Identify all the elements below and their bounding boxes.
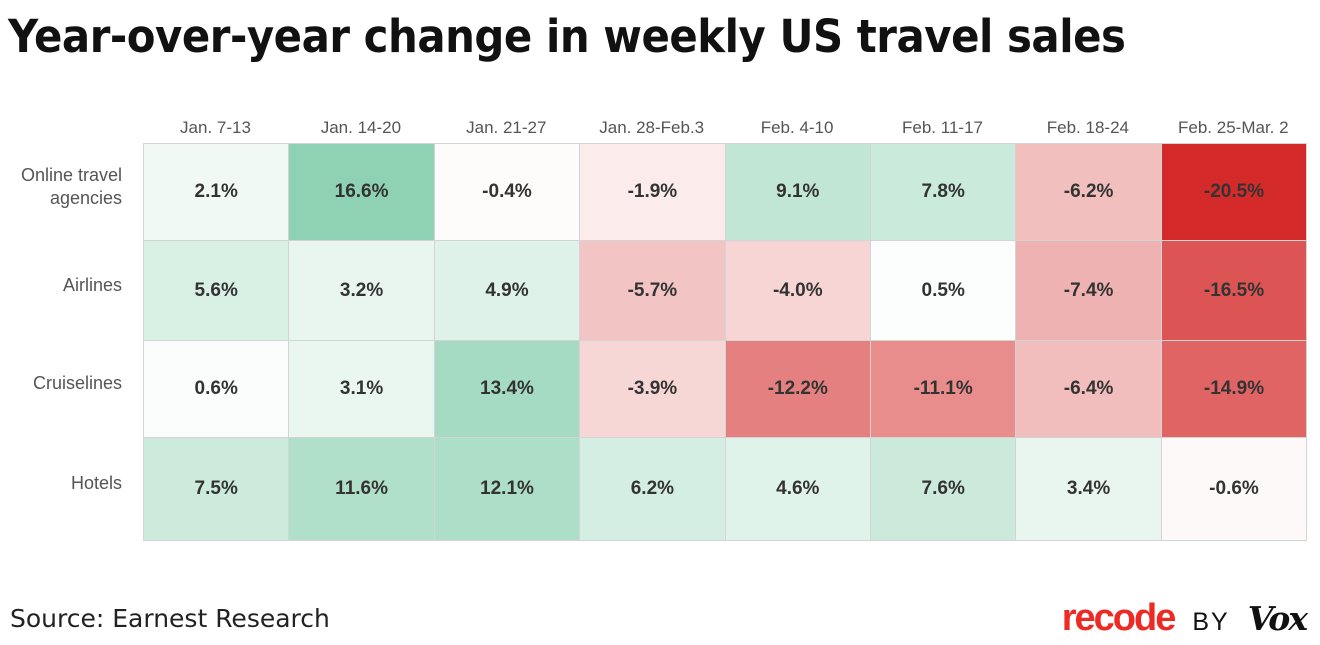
column-label: Feb. 18-24 (1046, 118, 1129, 137)
row-label-line: Online travel (20, 164, 122, 185)
heatmap-cell: 4.6% (724, 437, 871, 541)
row-label: Hotels (0, 472, 122, 495)
heatmap-cell: -6.4% (1015, 340, 1162, 438)
row-label-line: Airlines (62, 274, 122, 295)
heatmap-cell: 2.1% (143, 143, 290, 241)
heatmap-cell: -0.4% (433, 143, 581, 241)
column-label: Jan. 21-27 (466, 118, 547, 137)
heatmap-cell: 9.1% (724, 143, 871, 241)
heatmap-cell: 6.2% (579, 437, 726, 541)
heatmap-cell: -20.5% (1160, 143, 1308, 241)
heatmap-cell: 5.6% (143, 240, 290, 341)
heatmap-cell: 16.6% (288, 143, 435, 241)
heatmap-cell: -12.2% (724, 340, 871, 438)
column-label: Jan. 7-13 (180, 118, 251, 137)
row-label: Airlines (0, 274, 122, 297)
chart-title: Year-over-year change in weekly US trave… (8, 10, 1126, 63)
row-label-line: agencies (49, 187, 122, 208)
column-label: Jan. 28-Feb.3 (599, 118, 705, 137)
row-label-line: Hotels (70, 473, 122, 493)
vox-logo: Vox (1247, 599, 1308, 638)
heatmap-cell: 0.5% (870, 240, 1017, 341)
row-label: Online travel agencies (0, 164, 122, 210)
heatmap-cell: -0.6% (1160, 437, 1308, 541)
heatmap-cell: 13.4% (433, 340, 581, 438)
column-label: Jan. 14-20 (320, 118, 402, 137)
heatmap-cell: 7.6% (870, 437, 1017, 541)
heatmap-cell: -7.4% (1015, 240, 1162, 341)
heatmap-cell: 7.8% (870, 143, 1017, 241)
recode-logo: recode (1061, 597, 1177, 639)
heatmap-cell: -6.2% (1015, 143, 1162, 241)
source-note: Source: Earnest Research (10, 604, 330, 633)
row-label: Cruiselines (0, 372, 122, 395)
heatmap-cell: 12.1% (433, 437, 581, 541)
heatmap-cell: 3.2% (288, 240, 435, 341)
heatmap-cell: 3.4% (1015, 437, 1162, 541)
column-label: Feb. 11-17 (902, 118, 983, 137)
heatmap-cell: -16.5% (1160, 240, 1308, 341)
heatmap-cell: 3.1% (288, 340, 435, 438)
column-label: Feb. 25-Mar. 2 (1178, 118, 1289, 137)
logo-by: BY (1192, 608, 1230, 636)
heatmap-cell: -3.9% (579, 340, 726, 438)
column-label: Feb. 4-10 (760, 118, 834, 137)
heatmap-cell: 7.5% (143, 437, 290, 541)
row-label-line: Cruiselines (32, 373, 122, 393)
heatmap-cell: -4.0% (724, 240, 871, 341)
heatmap-cell: 0.6% (143, 340, 290, 438)
heatmap-cell: -5.7% (579, 240, 726, 341)
recode-by-vox-logo: recode BY Vox (1061, 597, 1308, 640)
heatmap-cell: -14.9% (1160, 340, 1308, 438)
heatmap-cell: -1.9% (579, 143, 726, 241)
heatmap-cell: 11.6% (288, 437, 435, 541)
heatmap-cell: -11.1% (870, 340, 1017, 438)
heatmap-cell: 4.9% (433, 240, 581, 341)
